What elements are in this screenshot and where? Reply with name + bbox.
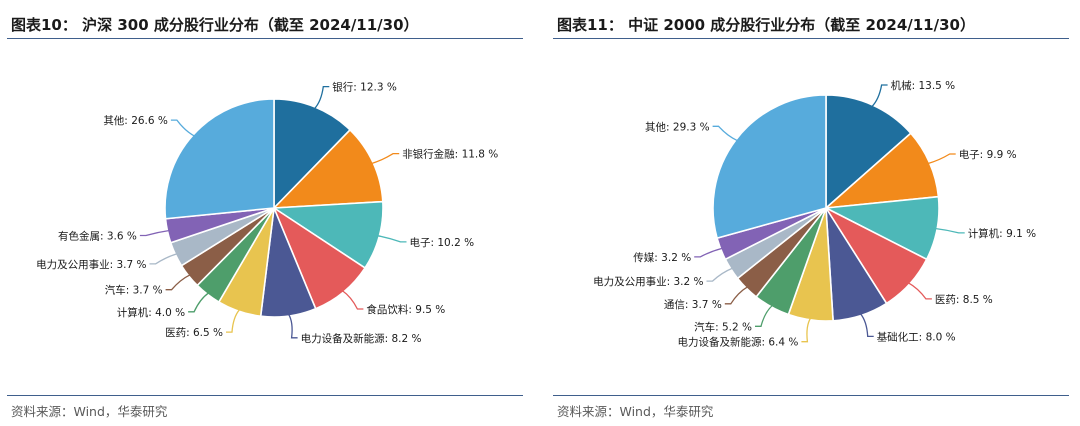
leader-line [859, 313, 874, 338]
slice-label: 医药: 8.5 % [935, 294, 993, 306]
leader-line [341, 289, 364, 310]
leader-line [188, 292, 210, 313]
leader-line [226, 308, 241, 333]
source-note: 资料来源：Wind，华泰研究 [11, 404, 168, 419]
slice-label: 计算机: 9.1 % [968, 227, 1036, 240]
chart-title: 图表10： 沪深 300 成分股行业分布（截至 2024/11/30） [11, 16, 419, 34]
leader-line [712, 125, 738, 142]
slice-label: 汽车: 5.2 % [694, 320, 752, 333]
leader-line [139, 229, 170, 237]
footer-divider [7, 395, 523, 396]
slice-label: 食品饮料: 9.5 % [366, 303, 445, 316]
leader-line [287, 313, 298, 339]
slice-label: 其他: 29.3 % [645, 120, 710, 133]
leader-line [170, 119, 196, 137]
slice-label: 基础化工: 8.0 % [877, 330, 956, 343]
slice-label: 电力及公用事业: 3.7 % [36, 258, 146, 271]
slice-label: 电子: 9.9 % [959, 148, 1017, 161]
slice-label: 电力设备及新能源: 6.4 % [678, 336, 799, 349]
slice-label: 通信: 3.7 % [664, 299, 722, 311]
leader-line [371, 152, 400, 165]
leader-line [149, 253, 178, 265]
source-note: 资料来源：Wind，华泰研究 [557, 404, 714, 419]
pie-slice [273, 98, 352, 210]
leader-line [871, 84, 888, 108]
leader-line [935, 227, 965, 234]
slice-label: 其他: 26.6 % [103, 114, 168, 127]
slice-label: 银行: 12.3 % [332, 81, 397, 94]
footer-divider [553, 395, 1069, 396]
chart-panel-csi2000: 图表11： 中证 2000 成分股行业分布（截至 2024/11/30） 机械:… [553, 0, 1073, 426]
slice-label: 有色金属: 3.6 % [58, 230, 137, 243]
leader-line [755, 304, 773, 327]
pie-chart-hs300: 银行: 12.3 % 非银行金融: 11.8 % 电子: 10.2 % 食品饮料: 9… [36, 81, 498, 345]
slice-label: 计算机: 4.0 % [117, 306, 185, 319]
leader-line [927, 153, 956, 165]
pie-slice [164, 98, 275, 220]
title-divider [553, 38, 1069, 39]
slice-label: 电子: 10.2 % [410, 236, 475, 249]
leader-line [724, 286, 749, 305]
chart-panel-hs300: 图表10： 沪深 300 成分股行业分布（截至 2024/11/30） 银行: … [7, 0, 527, 426]
leader-line [694, 247, 723, 258]
slice-label: 非银行金融: 11.8 % [402, 148, 498, 161]
slice-label: 医药: 6.5 % [165, 327, 223, 339]
leader-line [907, 282, 932, 300]
pie-chart-csi2000: 机械: 13.5 % 电子: 9.9 % 计算机: 9.1 % 医药: 8.5 % 基础… [593, 79, 1036, 349]
slice-label: 电力及公用事业: 3.2 % [593, 275, 703, 288]
slice-label: 汽车: 3.7 % [105, 284, 163, 297]
leader-line [165, 274, 191, 291]
slice-label: 电力设备及新能源: 8.2 % [301, 332, 422, 345]
leader-line [313, 85, 330, 110]
leader-line [377, 235, 407, 243]
title-divider [7, 38, 523, 39]
slice-label: 机械: 13.5 % [891, 79, 956, 92]
leader-line [706, 267, 733, 282]
leader-line [801, 317, 812, 343]
slice-label: 传媒: 3.2 % [633, 251, 691, 264]
chart-title: 图表11： 中证 2000 成分股行业分布（截至 2024/11/30） [557, 16, 975, 34]
